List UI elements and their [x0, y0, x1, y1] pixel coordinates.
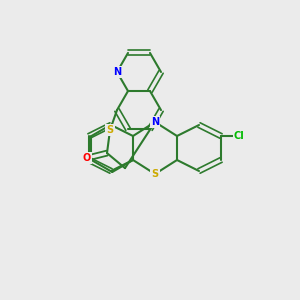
- Text: S: S: [106, 125, 114, 135]
- Text: O: O: [83, 153, 91, 163]
- Text: N: N: [113, 67, 121, 77]
- Text: Cl: Cl: [234, 131, 244, 141]
- Text: N: N: [151, 117, 159, 127]
- Text: S: S: [152, 169, 159, 179]
